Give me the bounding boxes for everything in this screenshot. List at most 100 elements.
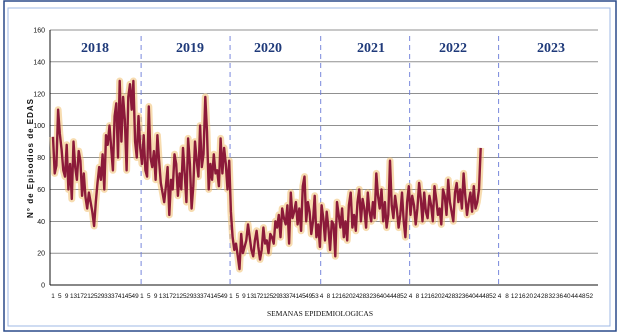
x-tick-label: 29	[97, 293, 105, 300]
x-tick-label: 33	[279, 293, 287, 300]
x-tick-label: 28	[448, 293, 456, 300]
x-tick-label: 21	[173, 293, 181, 300]
year-label: 2023	[537, 41, 565, 56]
x-tick-label: 32	[548, 293, 556, 300]
series-line	[49, 77, 485, 273]
x-tick-label: 44	[386, 293, 394, 300]
y-tick-label: 20	[37, 251, 45, 258]
y-tick-label: 60	[37, 187, 45, 194]
y-tick-label: 80	[37, 155, 45, 162]
y-axis-label: N° de Episodios de EDAS	[26, 98, 35, 218]
year-labels: 2018 2019 2020 2021 2022 2023	[81, 41, 565, 56]
x-tick-label: 8	[416, 293, 420, 300]
x-tick-label: 33	[104, 293, 112, 300]
x-tick-label: 52	[586, 293, 594, 300]
x-tick-label: 36	[556, 293, 564, 300]
y-tick-label: 160	[33, 28, 45, 35]
x-tick-label: 1	[51, 293, 55, 300]
x-tick-label: 45	[299, 293, 307, 300]
x-tick-label: 1	[229, 293, 233, 300]
x-tick-label: 40	[563, 293, 571, 300]
x-tick-label: 4	[409, 293, 413, 300]
y-tick-label: 40	[37, 219, 45, 226]
x-tick-label: 29	[273, 293, 281, 300]
x-tick-label: 28	[359, 293, 367, 300]
x-tick-label: 20	[526, 293, 534, 300]
x-tick-label: 53	[312, 293, 320, 300]
x-tick-label: 8	[327, 293, 331, 300]
x-tick-label: 48	[482, 293, 490, 300]
x-tick-label: 5	[147, 293, 151, 300]
x-tick-label: 9	[65, 293, 69, 300]
x-tick-label: 45	[125, 293, 133, 300]
x-tick-label: 41	[118, 293, 126, 300]
x-tick-label: 48	[393, 293, 401, 300]
x-tick-label: 13	[247, 293, 255, 300]
x-tick-label: 21	[260, 293, 268, 300]
inner-border	[7, 7, 611, 327]
x-tick-label: 52	[489, 293, 497, 300]
x-tick-label: 44	[475, 293, 483, 300]
x-tick-label: 13	[159, 293, 167, 300]
x-tick-label: 36	[373, 293, 381, 300]
x-tick-label: 16	[518, 293, 526, 300]
x-tick-label: 40	[469, 293, 477, 300]
y-tick-label: 120	[33, 91, 45, 98]
x-tick-label: 9	[242, 293, 246, 300]
x-tick-label: 25	[266, 293, 274, 300]
x-tick-label: 9	[154, 293, 158, 300]
x-tick-label: 45	[214, 293, 222, 300]
x-tick-label: 4	[498, 293, 502, 300]
x-tick-label: 36	[462, 293, 470, 300]
year-label: 2020	[254, 41, 282, 56]
x-tick-label: 41	[292, 293, 300, 300]
x-tick-label: 49	[305, 293, 313, 300]
y-tick-label: 100	[33, 123, 45, 130]
x-tick-label: 13	[70, 293, 78, 300]
x-tick-label: 41	[207, 293, 215, 300]
x-tick-label: 4	[320, 293, 324, 300]
x-tick-label: 17	[253, 293, 261, 300]
x-tick-label: 25	[91, 293, 99, 300]
x-tick-label: 1	[140, 293, 144, 300]
x-tick-label: 40	[380, 293, 388, 300]
x-tick-label: 33	[193, 293, 201, 300]
x-tick-label: 12	[511, 293, 519, 300]
year-label: 2021	[357, 41, 385, 56]
x-tick-label: 28	[541, 293, 549, 300]
x-axis-label: SEMANAS EPIDEMIOLOGICAS	[267, 309, 373, 318]
x-tick-label: 32	[455, 293, 463, 300]
x-tick-label: 37	[111, 293, 119, 300]
x-tick-label: 29	[186, 293, 194, 300]
x-tick-label: 24	[352, 293, 360, 300]
x-tick-label: 32	[366, 293, 374, 300]
x-tick-label: 20	[434, 293, 442, 300]
x-tick-label: 20	[345, 293, 353, 300]
y-tick-label: 0	[41, 283, 45, 290]
x-tick-label: 37	[200, 293, 208, 300]
x-tick-label: 49	[132, 293, 140, 300]
x-tick-label: 37	[286, 293, 294, 300]
x-tick-labels: 1 5 9 13 17 21 25 29 33 37 41 45 49 1 5 9 13 17 21 25 29 33 37…	[51, 293, 593, 300]
y-tick-label: 140	[33, 59, 45, 66]
x-tick-label: 16	[339, 293, 347, 300]
x-tick-label: 17	[166, 293, 174, 300]
x-tick-label: 5	[236, 293, 240, 300]
x-tick-label: 16	[428, 293, 436, 300]
x-tick-label: 25	[179, 293, 187, 300]
x-tick-label: 24	[441, 293, 449, 300]
y-tick-labels: 0 20 40 60 80 100 120 140 160	[33, 28, 45, 290]
x-tick-label: 17	[77, 293, 85, 300]
axes	[49, 30, 598, 286]
x-tick-label: 12	[421, 293, 429, 300]
year-label: 2018	[81, 41, 109, 56]
year-label: 2022	[439, 41, 467, 56]
x-tick-label: 52	[400, 293, 408, 300]
x-tick-label: 21	[84, 293, 92, 300]
x-tick-label: 8	[505, 293, 509, 300]
x-tick-label: 49	[221, 293, 229, 300]
x-tick-label: 48	[578, 293, 586, 300]
series-line-path	[51, 79, 482, 271]
year-label: 2019	[176, 41, 204, 56]
